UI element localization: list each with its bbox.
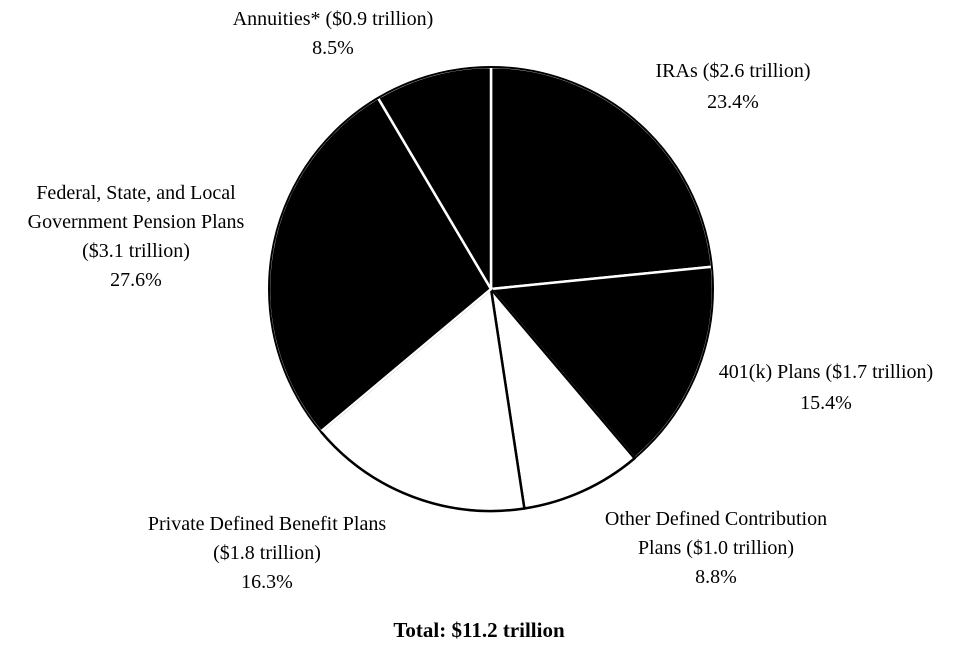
slice-label-line: Other Defined Contribution	[605, 508, 827, 530]
slice-label-line: ($3.1 trillion)	[82, 240, 190, 262]
slice-label-line: ($1.8 trillion)	[213, 542, 321, 564]
slice-label-annuities: Annuities* ($0.9 trillion) 8.5%	[233, 8, 434, 59]
slice-label-line: IRAs ($2.6 trillion)	[656, 60, 811, 82]
slice-label-line: 23.4%	[707, 91, 759, 113]
slice-label-line: Federal, State, and Local	[36, 182, 236, 204]
total-label: Total: $11.2 trillion	[393, 618, 565, 642]
slice-label-401-k-plans: 401(k) Plans ($1.7 trillion) 15.4%	[719, 361, 933, 414]
slice-label-line: Private Defined Benefit Plans	[148, 513, 386, 535]
pie-outline	[268, 66, 714, 512]
slice-label-line: 8.8%	[695, 566, 737, 588]
slice-label-line: 27.6%	[110, 269, 162, 291]
slice-label-line: 15.4%	[800, 392, 852, 414]
slice-label-federal-state-and-local-government-pension-plans: Federal, State, and Local Government Pens…	[28, 182, 245, 291]
slice-label-line: Government Pension Plans	[28, 211, 245, 233]
slice-label-line: 16.3%	[241, 571, 293, 593]
slice-label-line: Plans ($1.0 trillion)	[638, 537, 794, 559]
slice-label-line: 401(k) Plans ($1.7 trillion)	[719, 361, 933, 383]
slice-labels: IRAs ($2.6 trillion) 23.4% 401(k) Plans ($…	[28, 8, 934, 593]
pie-slices	[267, 65, 715, 513]
slice-label-iras: IRAs ($2.6 trillion) 23.4%	[656, 60, 811, 113]
slice-label-private-defined-benefit-plans: Private Defined Benefit Plans ($1.8 trill…	[148, 513, 386, 593]
slice-label-line: Annuities* ($0.9 trillion)	[233, 8, 434, 30]
slice-label-line: 8.5%	[312, 37, 354, 59]
slice-label-other-defined-contribution-plans: Other Defined Contribution Plans ($1.0 tr…	[605, 508, 827, 588]
